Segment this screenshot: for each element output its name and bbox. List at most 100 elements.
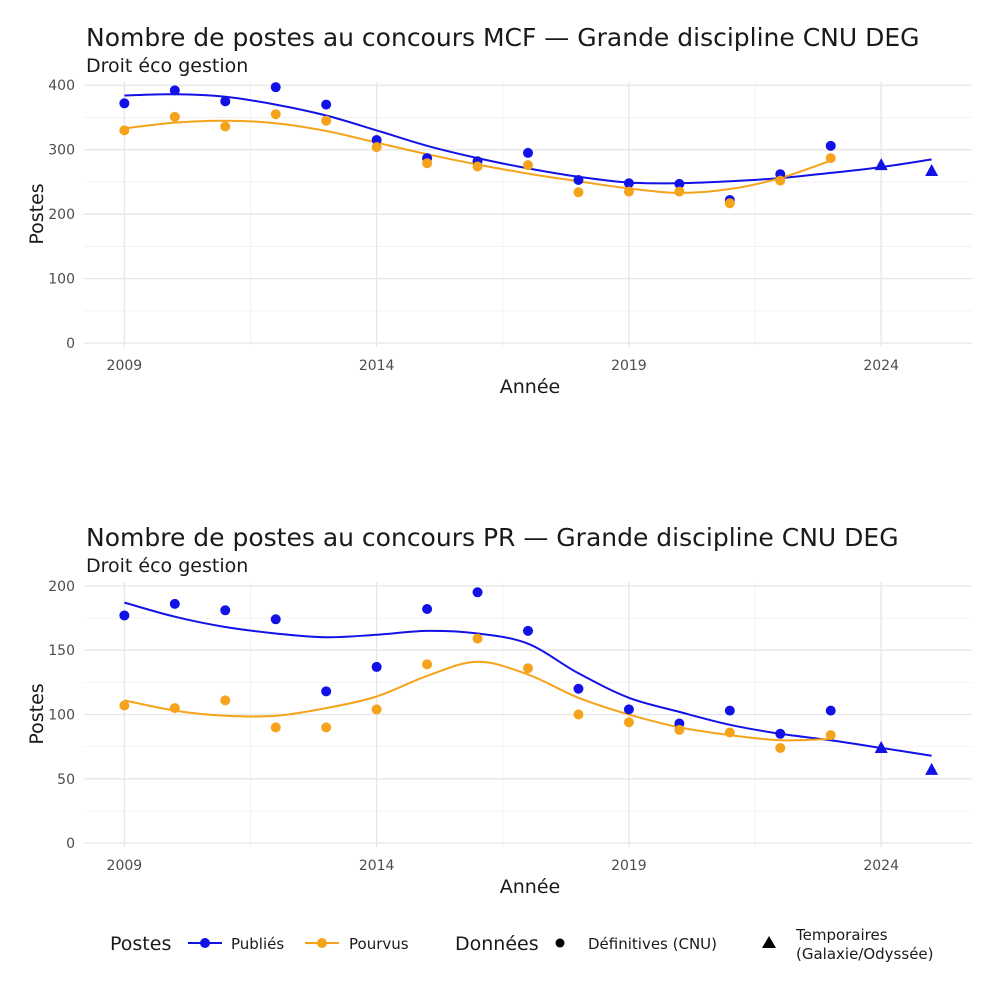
pr-y-tick-label: 0: [66, 836, 75, 852]
pr-pourvus-point: [674, 724, 685, 735]
mcf-chart-subtitle: Droit éco gestion: [86, 55, 248, 77]
mcf-gridlines: [84, 82, 972, 347]
pr-x-tick-label: 2019: [611, 858, 647, 874]
pr-chart-subtitle: Droit éco gestion: [86, 555, 248, 577]
pr-x-tick-label: 2009: [107, 858, 143, 874]
mcf-publies-point: [169, 85, 180, 96]
mcf-x-axis-label: Année: [500, 376, 560, 398]
pr-pourvus-point: [523, 663, 533, 674]
pr-pourvus-point: [169, 703, 180, 714]
pr-publies-point: [573, 683, 584, 694]
pr-y-tick-label: 100: [48, 708, 75, 724]
legend-pourvus-dot: [317, 938, 327, 948]
legend-temporaires-label-line2: (Galaxie/Odyssée): [796, 945, 934, 963]
mcf-publies-point: [220, 96, 231, 107]
legend-donnees-title: Données: [455, 933, 539, 955]
pr-gridlines: [84, 582, 972, 847]
pr-publies-point: [825, 705, 836, 716]
pr-x-axis-label: Année: [500, 876, 560, 898]
pr-pourvus-point: [472, 633, 483, 644]
mcf-y-tick-label: 200: [48, 207, 75, 223]
mcf-publies-point: [321, 99, 332, 110]
pr-pourvus-point: [573, 709, 584, 720]
legend-definitives-label: Définitives (CNU): [588, 935, 717, 953]
pr-chart-title: Nombre de postes au concours PR — Grande…: [86, 523, 899, 552]
mcf-pourvus-point: [724, 198, 735, 209]
pr-y-ticks: 0 50 100 150 200: [48, 579, 75, 852]
pr-pourvus-point: [119, 700, 130, 711]
pr-pourvus-point: [220, 695, 231, 706]
pr-publies-temp-triangle: [874, 740, 888, 753]
pr-publies-point: [623, 704, 634, 715]
legend-publies-label: Publiés: [231, 935, 284, 953]
mcf-x-tick-label: 2009: [107, 358, 143, 374]
mcf-pourvus-point: [674, 186, 685, 197]
legend-postes-title: Postes: [110, 933, 171, 955]
mcf-publies-point: [523, 147, 533, 158]
mcf-publies-temp-triangle: [925, 163, 939, 176]
pr-x-tick-label: 2014: [359, 858, 395, 874]
pr-publies-trend-line: [124, 601, 932, 757]
pr-x-ticks: 2009 2014 2019 2024: [107, 858, 900, 874]
mcf-pourvus-point: [119, 125, 130, 136]
mcf-pourvus-point: [321, 115, 332, 126]
mcf-pourvus-point: [623, 186, 634, 197]
pr-publies-temp-triangle: [925, 762, 939, 775]
mcf-publies-point: [674, 178, 685, 189]
mcf-pourvus-point: [422, 158, 433, 169]
pr-publies-point: [472, 587, 483, 598]
pr-publies-point: [371, 661, 382, 672]
mcf-chart-panel: Nombre de postes au concours MCF — Grand…: [26, 23, 972, 398]
mcf-pourvus-point: [371, 142, 382, 153]
pr-publies-point: [220, 605, 231, 616]
pr-publies-point: [119, 610, 130, 621]
pr-pourvus-point: [825, 730, 836, 741]
mcf-pourvus-point: [169, 111, 180, 122]
mcf-publies-point: [119, 98, 130, 109]
mcf-x-tick-label: 2019: [611, 358, 647, 374]
mcf-y-ticks: 0 100 200 300 400: [48, 78, 75, 352]
pr-publies-point: [321, 686, 332, 697]
pr-pourvus-point: [371, 704, 382, 715]
pr-y-axis-label: Postes: [26, 683, 48, 744]
mcf-y-tick-label: 100: [48, 272, 75, 288]
mcf-publies-point: [371, 135, 382, 146]
pr-publies-point: [422, 604, 433, 615]
pr-publies-point: [270, 614, 281, 625]
mcf-x-tick-label: 2014: [359, 358, 395, 374]
mcf-publies-point: [623, 178, 634, 189]
pr-y-tick-label: 150: [48, 643, 75, 659]
legend: Postes Publiés Pourvus Données Définitiv…: [110, 926, 934, 963]
pr-pourvus-trend-line: [124, 660, 831, 742]
mcf-data-marks: [119, 82, 939, 209]
mcf-pourvus-point: [220, 121, 231, 132]
legend-definitives-dot: [555, 938, 565, 948]
pr-y-tick-label: 50: [57, 772, 75, 788]
mcf-x-tick-label: 2024: [863, 358, 899, 374]
mcf-pourvus-point: [472, 161, 483, 172]
pr-publies-point: [724, 705, 735, 716]
pr-pourvus-point: [321, 722, 332, 733]
pr-chart-panel: Nombre de postes au concours PR — Grande…: [26, 523, 972, 898]
mcf-publies-point: [573, 175, 584, 186]
legend-temporaires-triangle: [762, 936, 776, 948]
pr-y-tick-label: 200: [48, 579, 75, 595]
pr-publies-point: [169, 598, 180, 609]
mcf-pourvus-point: [270, 109, 281, 120]
pr-pourvus-point: [775, 742, 786, 753]
pr-pourvus-point: [724, 727, 735, 738]
pr-pourvus-point: [623, 717, 634, 728]
pr-pourvus-point: [422, 659, 433, 670]
mcf-y-tick-label: 400: [48, 78, 75, 94]
mcf-x-ticks: 2009 2014 2019 2024: [107, 358, 900, 374]
legend-temporaires-label-line1: Temporaires: [795, 926, 888, 944]
mcf-pourvus-point: [775, 175, 786, 186]
pr-publies-point: [775, 728, 786, 739]
pr-x-tick-label: 2024: [863, 858, 899, 874]
mcf-y-tick-label: 300: [48, 143, 75, 159]
mcf-y-tick-label: 0: [66, 336, 75, 352]
pr-pourvus-point: [270, 722, 281, 733]
legend-key-pourvus: [305, 938, 339, 948]
mcf-pourvus-point: [573, 187, 584, 198]
